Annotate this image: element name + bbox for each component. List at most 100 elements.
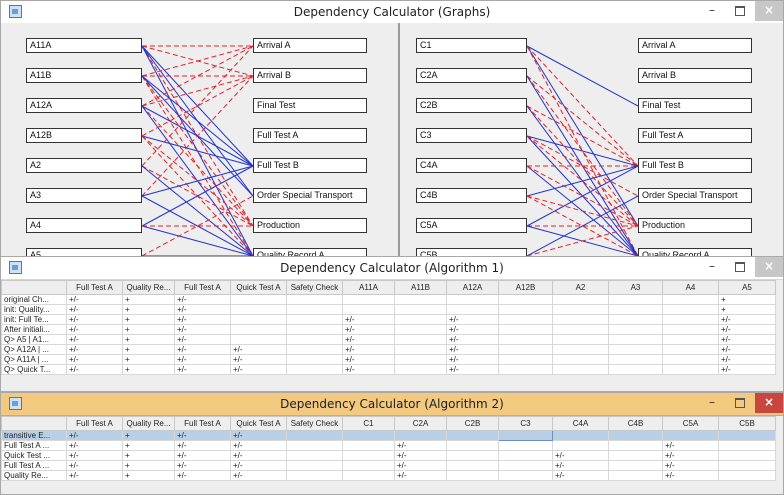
column-header[interactable]: C4A — [552, 416, 609, 431]
table-cell[interactable]: +/- — [662, 440, 719, 451]
table-cell[interactable]: +/- — [174, 294, 231, 305]
table-cell[interactable]: + — [122, 430, 175, 441]
graph-node[interactable]: A4 — [26, 218, 142, 233]
table-cell[interactable] — [552, 334, 609, 345]
table-cell[interactable]: +/- — [718, 344, 776, 355]
table-cell[interactable]: +/- — [446, 324, 499, 335]
table-cell[interactable] — [662, 294, 719, 305]
table-cell[interactable]: +/- — [230, 430, 287, 441]
table-cell[interactable]: +/- — [230, 344, 287, 355]
table-cell[interactable] — [498, 430, 553, 441]
maximize-icon[interactable] — [727, 1, 753, 21]
graph-node[interactable]: C1 — [416, 38, 527, 53]
table-row[interactable]: init: Quality... +/- + +/- + — [1, 304, 776, 315]
row-label[interactable]: Q> A5 | A1... — [1, 334, 67, 345]
table-row[interactable]: Quick Test ... +/- + +/- +/- +/- +/- +/- — [1, 450, 776, 461]
table-cell[interactable]: +/- — [230, 354, 287, 365]
table-cell[interactable] — [394, 294, 447, 305]
panel-divider[interactable] — [398, 23, 400, 261]
table-cell[interactable]: +/- — [174, 430, 231, 441]
column-header[interactable]: C5B — [718, 416, 776, 431]
table-cell[interactable] — [718, 430, 776, 441]
table-cell[interactable] — [230, 314, 287, 325]
table-cell[interactable] — [446, 460, 499, 471]
table-cell[interactable] — [498, 334, 553, 345]
graph-node[interactable]: Arrival B — [638, 68, 752, 83]
column-header[interactable]: Full Test A — [66, 280, 123, 295]
column-header[interactable]: A5 — [718, 280, 776, 295]
table-cell[interactable] — [286, 324, 343, 335]
table-cell[interactable] — [552, 294, 609, 305]
table-cell[interactable] — [662, 430, 719, 441]
column-header[interactable]: A3 — [608, 280, 663, 295]
table-cell[interactable]: + — [122, 304, 175, 315]
table-row[interactable]: After initiali... +/- + +/- +/- +/- +/- — [1, 324, 776, 335]
graph-node[interactable]: Arrival A — [638, 38, 752, 53]
column-header[interactable]: A12A — [446, 280, 499, 295]
graph-node[interactable]: Full Test A — [253, 128, 367, 143]
table-cell[interactable] — [662, 354, 719, 365]
table-row[interactable]: Q> A12A | ... +/- + +/- +/- +/- +/- +/- — [1, 344, 776, 355]
row-label[interactable]: Full Test A ... — [1, 460, 67, 471]
column-header[interactable]: Quick Test A — [230, 416, 287, 431]
table-cell[interactable] — [718, 450, 776, 461]
table-cell[interactable] — [662, 344, 719, 355]
table-cell[interactable]: +/- — [718, 324, 776, 335]
table-row[interactable]: Q> A5 | A1... +/- + +/- +/- +/- +/- — [1, 334, 776, 345]
table-cell[interactable] — [286, 304, 343, 315]
graph-node[interactable]: A11A — [26, 38, 142, 53]
column-header[interactable]: Quality Re... — [122, 416, 175, 431]
table-cell[interactable]: +/- — [230, 470, 287, 481]
table-cell[interactable]: +/- — [718, 314, 776, 325]
table-cell[interactable]: +/- — [718, 354, 776, 365]
algorithm1-titlebar[interactable]: Dependency Calculator (Algorithm 1) – × — [1, 257, 783, 280]
table-cell[interactable] — [662, 324, 719, 335]
graph-node[interactable]: Full Test A — [638, 128, 752, 143]
table-cell[interactable] — [230, 294, 287, 305]
table-cell[interactable]: +/- — [342, 354, 395, 365]
table-cell[interactable]: +/- — [66, 354, 123, 365]
table-cell[interactable] — [394, 430, 447, 441]
graph-node[interactable]: Order Special Transport — [638, 188, 752, 203]
graph-node[interactable]: C3 — [416, 128, 527, 143]
close-icon[interactable]: × — [755, 393, 783, 413]
table-cell[interactable]: +/- — [174, 304, 231, 315]
maximize-icon[interactable] — [727, 393, 753, 413]
table-cell[interactable] — [342, 450, 395, 461]
table-cell[interactable]: +/- — [66, 294, 123, 305]
table-cell[interactable] — [286, 314, 343, 325]
table-cell[interactable] — [718, 470, 776, 481]
table-cell[interactable]: +/- — [174, 314, 231, 325]
column-header[interactable]: Full Test A — [174, 416, 231, 431]
row-label[interactable]: init: Quality... — [1, 304, 67, 315]
table-cell[interactable]: +/- — [230, 364, 287, 375]
table-cell[interactable]: +/- — [552, 450, 609, 461]
table-cell[interactable] — [394, 364, 447, 375]
table-cell[interactable]: +/- — [342, 364, 395, 375]
table-cell[interactable] — [342, 470, 395, 481]
table-row[interactable]: Full Test A ... +/- + +/- +/- +/- +/- — [1, 440, 776, 451]
table-cell[interactable]: +/- — [66, 470, 123, 481]
column-header[interactable]: C5A — [662, 416, 719, 431]
column-header[interactable]: Quality Re... — [122, 280, 175, 295]
table-cell[interactable]: +/- — [446, 364, 499, 375]
column-header[interactable]: C2B — [446, 416, 499, 431]
table-cell[interactable] — [446, 440, 499, 451]
table-cell[interactable] — [552, 304, 609, 315]
table-cell[interactable] — [498, 354, 553, 365]
row-label[interactable]: After initiali... — [1, 324, 67, 335]
table-cell[interactable] — [662, 364, 719, 375]
graph-node[interactable]: C4B — [416, 188, 527, 203]
table-cell[interactable] — [394, 324, 447, 335]
table-cell[interactable] — [230, 334, 287, 345]
row-label[interactable]: transitive E... — [1, 430, 67, 441]
table-cell[interactable] — [608, 294, 663, 305]
table-cell[interactable] — [662, 304, 719, 315]
table-cell[interactable]: +/- — [174, 324, 231, 335]
table-cell[interactable]: +/- — [174, 344, 231, 355]
column-header[interactable]: A11A — [342, 280, 395, 295]
table-cell[interactable]: +/- — [446, 344, 499, 355]
table-cell[interactable]: +/- — [66, 440, 123, 451]
table-cell[interactable]: +/- — [552, 460, 609, 471]
table-cell[interactable]: + — [718, 304, 776, 315]
